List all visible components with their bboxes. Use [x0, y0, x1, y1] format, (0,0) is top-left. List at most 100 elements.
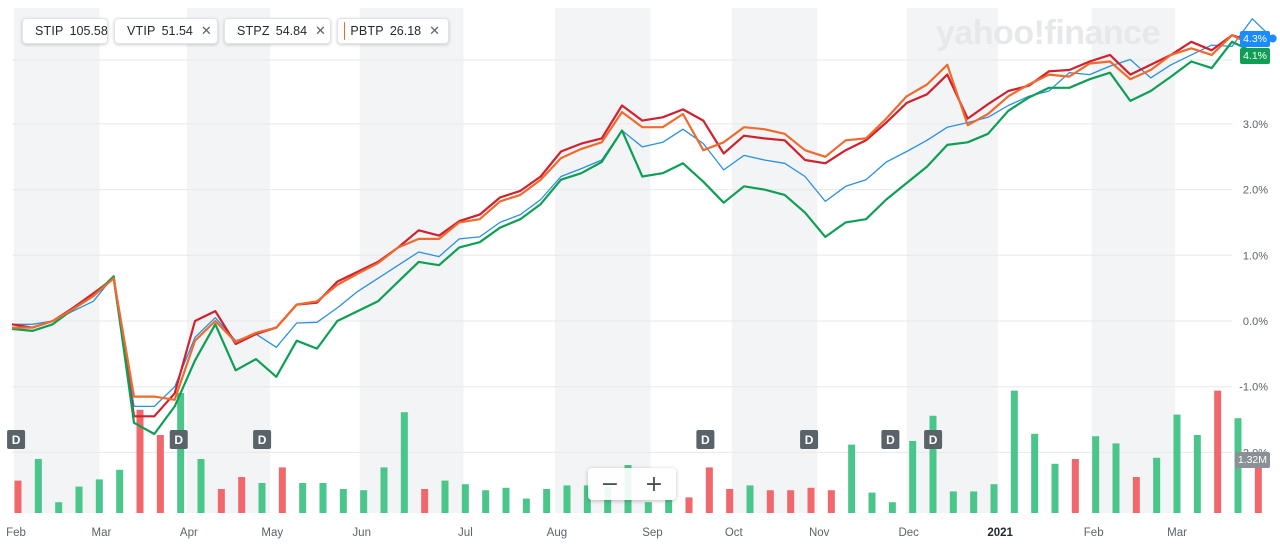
volume-bar	[807, 487, 815, 513]
x-tick-label: May	[261, 527, 283, 539]
dividend-marker-label: D	[929, 433, 938, 447]
dividend-marker-label: D	[258, 433, 267, 447]
volume-bar	[278, 467, 286, 513]
volume-bar	[543, 489, 551, 513]
zoom-in-button[interactable]: +	[644, 471, 664, 497]
volume-bar	[421, 489, 429, 513]
legend-chip-stip[interactable]: STIP 105.58	[22, 18, 108, 44]
volume-bar	[238, 477, 246, 513]
volume-bar	[1112, 443, 1120, 513]
zoom-out-button[interactable]: −	[600, 471, 620, 497]
dividend-marker[interactable]	[881, 430, 900, 449]
volume-bar	[339, 489, 347, 513]
month-band	[186, 8, 271, 513]
dividend-marker[interactable]	[253, 430, 272, 449]
dividend-marker[interactable]	[169, 430, 188, 449]
dividend-marker-label: D	[886, 433, 895, 447]
volume-bar	[34, 459, 42, 513]
volume-bar	[400, 412, 408, 513]
volume-bar	[705, 467, 713, 513]
volume-bar	[848, 444, 856, 513]
volume-bar	[1193, 435, 1201, 513]
x-tick-label: 2021	[987, 527, 1013, 539]
volume-bar	[502, 487, 510, 513]
dividend-marker-label: D	[174, 433, 183, 447]
volume-bar	[868, 492, 876, 513]
y-tick-label: 1.0%	[1243, 250, 1268, 262]
volume-bar	[461, 484, 469, 513]
legend-symbol: STIP	[35, 24, 64, 38]
legend-symbol: VTIP	[127, 24, 156, 38]
last-point-marker	[1268, 34, 1277, 43]
dividend-marker[interactable]	[696, 430, 715, 449]
dividend-marker[interactable]	[924, 430, 943, 449]
legend-chip-vtip[interactable]: VTIP 51.54 ✕	[114, 18, 218, 44]
legend-value: 26.18	[389, 24, 422, 38]
legend-chip-stpz[interactable]: STPZ 54.84 ✕	[224, 18, 331, 44]
volume-bar	[909, 441, 917, 513]
volume-bar	[888, 502, 896, 513]
x-tick-label: Feb	[1084, 527, 1104, 539]
volume-bar	[522, 498, 530, 513]
series-line-stpz	[11, 40, 1253, 436]
volume-bar	[929, 415, 937, 513]
dividend-marker-label: D	[12, 433, 21, 447]
volume-bar	[1071, 459, 1079, 513]
stpz-last-value-badge: 4.1%	[1240, 48, 1270, 64]
month-band	[14, 8, 100, 513]
x-tick-label: Jun	[352, 527, 371, 539]
legend-value: 105.58	[69, 24, 108, 38]
volume-bar	[1153, 457, 1161, 513]
legend-value: 51.54	[161, 24, 193, 38]
volume-bar	[827, 490, 835, 513]
volume-bar	[299, 483, 307, 513]
volume-bar	[258, 483, 266, 513]
remove-series-icon[interactable]: ✕	[429, 23, 440, 38]
volume-bar	[746, 485, 754, 513]
x-tick-label: Mar	[1167, 527, 1187, 539]
volume-bar	[685, 497, 693, 513]
y-tick-label: 0.0%	[1243, 316, 1268, 328]
y-tick-label: -1.0%	[1239, 382, 1268, 394]
remove-series-icon[interactable]: ✕	[315, 23, 326, 38]
x-tick-label: Jul	[458, 527, 473, 539]
volume-bar	[116, 469, 124, 513]
series-line-pbtp	[12, 34, 1253, 401]
volume-bar	[1010, 390, 1018, 513]
month-band	[906, 8, 999, 513]
x-tick-label: Oct	[725, 527, 744, 539]
volume-bar	[482, 490, 490, 513]
volume-bar	[441, 480, 449, 513]
volume-bar	[217, 489, 225, 513]
volume-bar	[990, 484, 998, 513]
volume-bar	[177, 393, 185, 513]
y-tick-label: 2.0%	[1243, 185, 1268, 197]
volume-bar	[726, 489, 734, 513]
volume-bar	[55, 502, 63, 513]
y-tick-label: 3.0%	[1243, 119, 1268, 131]
remove-series-icon[interactable]: ✕	[200, 23, 212, 38]
x-tick-label: Sep	[642, 527, 662, 539]
stip-last-value-badge: 4.3%	[1240, 31, 1270, 47]
x-tick-label: Apr	[180, 527, 198, 539]
watermark-logo: yahoo!finance	[936, 14, 1160, 52]
volume-bar	[665, 499, 673, 513]
volume-bar	[644, 502, 652, 513]
volume-last-badge: 1.32M	[1234, 452, 1270, 468]
volume-bar	[1214, 390, 1222, 513]
series-line-stip	[12, 18, 1274, 408]
dividend-marker[interactable]	[800, 430, 819, 449]
legend-symbol: PBTP	[350, 24, 384, 38]
volume-bar	[319, 483, 327, 513]
dividend-marker[interactable]	[7, 430, 26, 449]
volume-bar	[1031, 433, 1039, 513]
volume-bar	[1132, 477, 1140, 513]
volume-bar	[787, 490, 795, 513]
month-band	[1091, 8, 1176, 513]
volume-bar	[156, 435, 164, 513]
volume-bar	[583, 485, 591, 513]
legend-chip-pbtp[interactable]: PBTP 26.18 ✕	[337, 18, 449, 44]
volume-bar	[75, 486, 83, 513]
volume-bar	[197, 459, 205, 513]
